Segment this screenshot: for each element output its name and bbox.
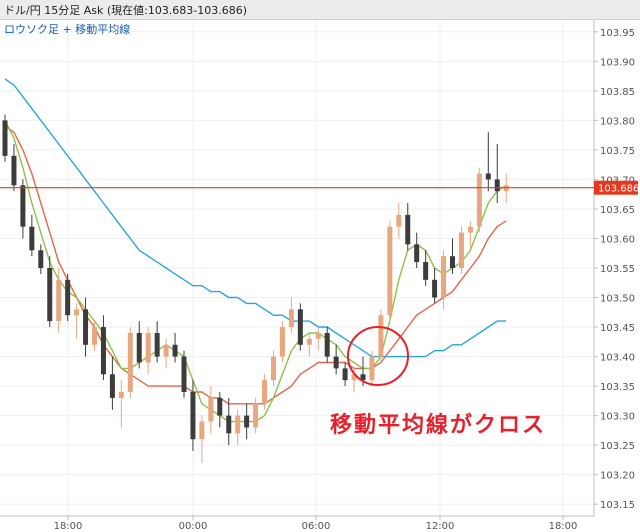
y-tick-label: 103.35 [600, 382, 635, 393]
candle-body [253, 403, 259, 428]
candle-body [342, 368, 348, 381]
candle-body [423, 262, 429, 280]
candle-body [467, 226, 473, 233]
y-tick-label: 103.55 [600, 264, 635, 275]
candle-body [324, 332, 330, 357]
grid [0, 20, 594, 516]
candle-body [235, 415, 241, 434]
candle-body [208, 397, 214, 422]
y-tick-label: 103.80 [600, 116, 635, 127]
candle-body [414, 244, 420, 263]
candle-body [47, 268, 53, 322]
x-tick-label: 06:00 [302, 521, 331, 532]
candle-body [396, 214, 402, 227]
candle-body [83, 309, 89, 345]
candle-body [226, 415, 232, 434]
current-price-line: 103.686 [0, 180, 639, 195]
ma-long-line [4, 78, 507, 358]
candle-body [387, 226, 393, 316]
candle-body [262, 380, 268, 404]
candle-body [100, 327, 106, 375]
candle-body [378, 315, 384, 357]
candle-body [163, 344, 169, 357]
candle-body [127, 332, 133, 392]
crossover-annotation: 移動平均線がクロス [330, 412, 546, 438]
x-tick-label: 18:00 [54, 521, 83, 532]
candle-body [271, 356, 276, 381]
candle-body [2, 120, 8, 156]
y-tick-label: 103.95 [600, 28, 635, 39]
candle-body [244, 415, 250, 428]
candle-body [154, 332, 160, 357]
y-tick-label: 103.25 [600, 441, 635, 452]
candle-body [145, 332, 151, 363]
candle-body [217, 397, 223, 416]
x-tick-label: 00:00 [179, 521, 208, 532]
x-axis-ticks: 18:00 00:00 06:00 12:00 18:00 [54, 516, 578, 532]
y-tick-label: 103.15 [600, 500, 635, 511]
candle-body [369, 356, 375, 381]
candles [2, 114, 509, 463]
x-tick-label: 18:00 [549, 521, 578, 532]
y-tick-label: 103.65 [600, 205, 635, 216]
window-titlebar: ドル/円 15分足 Ask (現在値:103.683-103.686) [0, 0, 640, 20]
candle-body [172, 344, 178, 357]
y-tick-label: 103.75 [600, 146, 635, 157]
candle-body [136, 332, 142, 363]
candle-body [118, 392, 124, 398]
current-price-label: 103.686 [598, 184, 639, 195]
candle-body [441, 256, 447, 298]
current-price-tag [594, 180, 638, 195]
candle-body [74, 309, 80, 316]
y-tick-label: 103.50 [600, 294, 635, 305]
y-tick-label: 103.40 [600, 353, 635, 364]
candle-body [306, 338, 312, 345]
candle-body [485, 173, 491, 180]
candle-body [181, 356, 187, 392]
candle-body [458, 232, 464, 268]
candle-body [494, 179, 500, 192]
candle-body [288, 309, 294, 328]
candle-body [29, 226, 35, 251]
candle-body [360, 374, 366, 381]
candle-body [351, 374, 357, 381]
y-tick-label: 103.90 [600, 57, 635, 68]
candle-body [65, 279, 71, 316]
candle-body [297, 309, 303, 345]
candle-body [315, 332, 321, 339]
candle-body [405, 214, 411, 245]
candle-body [199, 421, 205, 440]
y-tick-label: 103.20 [600, 471, 635, 482]
candle-body [432, 279, 438, 298]
candle-body [11, 155, 17, 186]
candle-body [190, 392, 196, 440]
candle-body [92, 327, 97, 345]
x-tick-label: 12:00 [426, 521, 455, 532]
y-tick-label: 103.30 [600, 412, 635, 423]
candle-body [279, 327, 285, 357]
chart-legend: ロウソク足 + 移動平均線 [4, 22, 130, 36]
candlestick-chart: 103.95103.90103.85103.80103.75103.70103.… [0, 20, 639, 532]
ma-long-path [4, 78, 507, 358]
y-tick-label: 103.60 [600, 234, 635, 245]
candle-body [450, 256, 455, 268]
y-tick-label: 103.85 [600, 87, 635, 98]
window-title: ドル/円 15分足 Ask (現在値:103.683-103.686) [4, 4, 248, 17]
candle-body [56, 279, 62, 322]
candle-body [333, 356, 339, 369]
crossover-circle [347, 326, 409, 386]
candle-body [109, 374, 115, 398]
y-axis-ticks: 103.95103.90103.85103.80103.75103.70103.… [594, 28, 635, 511]
y-tick-label: 103.45 [600, 323, 635, 334]
candle-body [20, 185, 26, 227]
candle-body [476, 173, 482, 227]
candle-body [38, 250, 44, 268]
